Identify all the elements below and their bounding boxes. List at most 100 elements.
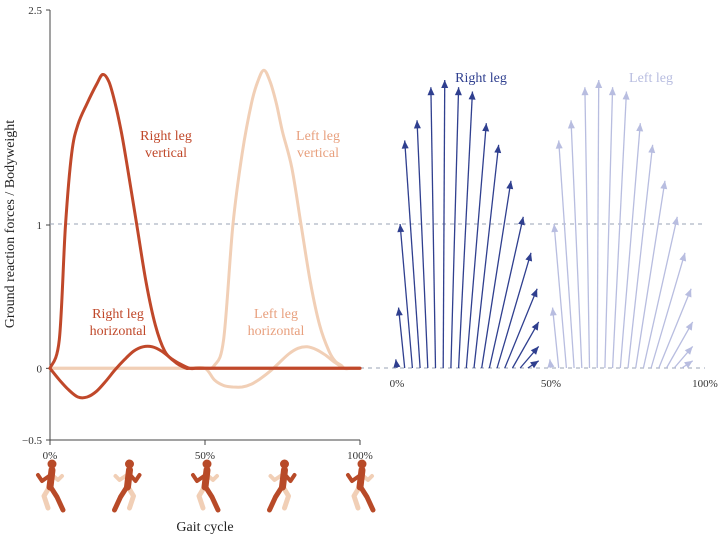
left-leg-force-vector <box>673 345 694 369</box>
left-leg-horizontal-label: Left leg <box>254 307 298 322</box>
right-leg-horizontal-line <box>48 344 362 400</box>
left-leg-horizontal-label: horizontal <box>248 324 305 339</box>
vector-arrowhead <box>468 91 476 100</box>
vector-shaft <box>496 252 532 369</box>
runner-front-leg <box>357 483 376 513</box>
runner-front-leg <box>47 483 66 513</box>
vector-arrowhead <box>518 216 525 226</box>
vector-shaft <box>611 91 628 369</box>
left-leg-force-vector <box>604 87 616 369</box>
left-leg-horizontal-line <box>48 345 362 389</box>
right-leg-force-vector <box>441 79 449 369</box>
vector-arrowhead <box>555 140 563 149</box>
vector-shaft <box>504 288 538 369</box>
vector-arrowhead <box>506 180 514 190</box>
y-axis-label: Ground reaction forces / Bodyweight <box>3 120 18 328</box>
vector-x-ticks: 0% 50% 100% <box>390 378 718 390</box>
left-leg-force-vector <box>581 87 591 369</box>
right-leg-force-vector <box>519 345 540 369</box>
right-leg-force-vector <box>401 140 421 369</box>
left-leg-force-vector <box>665 321 694 369</box>
vector-shaft <box>551 307 560 369</box>
vector-shaft <box>650 252 686 369</box>
y-tick-label: 1 <box>37 220 43 232</box>
vector-shaft <box>465 123 487 369</box>
x-tick-label: 50% <box>195 450 215 462</box>
vector-shaft <box>399 223 414 369</box>
vector-shaft <box>416 120 429 369</box>
right-leg-force-vector <box>488 216 525 369</box>
runner-head <box>202 459 212 469</box>
vector-arrowhead <box>531 321 539 331</box>
vector-shaft <box>627 144 654 369</box>
left-leg-force-vector <box>551 223 568 369</box>
runner-head <box>280 459 289 469</box>
vector-shaft <box>450 87 460 369</box>
vector-legend: Right leg Left leg <box>455 71 673 86</box>
left-leg-vector-label: Left leg <box>629 71 673 86</box>
vector-shaft <box>553 223 568 369</box>
vector-arrowhead <box>684 360 693 369</box>
left-leg-force-vector <box>681 360 694 369</box>
left-leg-force-vector <box>658 288 692 369</box>
right-leg-force-vector <box>450 87 462 369</box>
left-leg-force-vector <box>627 144 656 369</box>
vector-shaft <box>558 140 575 369</box>
vector-shaft <box>511 321 540 369</box>
right-leg-force-vector <box>511 321 540 369</box>
vector-arrowhead <box>551 224 559 233</box>
vector-arrowhead <box>413 120 421 129</box>
left-leg-force-vector <box>547 359 555 369</box>
right-leg-horizontal-label: Right leg <box>92 307 144 322</box>
series-annotations: Right leg vertical Right leg horizontal Left… <box>90 129 340 339</box>
x-ticks: 0% 50% 100% <box>43 440 373 462</box>
left-leg-force-vector <box>650 252 687 369</box>
vector-arrowhead <box>581 87 589 96</box>
vector-arrowhead <box>454 87 462 96</box>
vector-arrowhead <box>530 288 538 298</box>
runner-icon <box>36 459 66 513</box>
vector-arrowhead <box>684 288 692 298</box>
left-leg-force-vector <box>635 180 668 369</box>
vector-shaft <box>570 120 583 369</box>
runner-front-leg <box>267 483 285 513</box>
right-leg-force-vector <box>395 307 406 369</box>
right-leg-force-vector <box>465 123 490 369</box>
right-leg-force-vector <box>427 87 437 369</box>
vector-shaft <box>488 216 524 369</box>
runner-front-leg <box>202 483 221 513</box>
y-tick-label: 2.5 <box>28 5 42 17</box>
right-leg-force-vector <box>413 120 429 369</box>
runner-icon <box>112 459 142 513</box>
vector-arrowhead <box>685 321 693 331</box>
left-leg-force-vector <box>611 91 630 369</box>
vector-shaft <box>430 87 437 369</box>
right-leg-force-vector <box>397 223 414 369</box>
vector-shaft <box>619 123 641 369</box>
vector-arrowhead <box>397 224 405 233</box>
right-leg-force-vector <box>527 360 540 369</box>
runner-head <box>125 459 134 469</box>
vector-arrowhead <box>482 123 490 132</box>
vector-arrowhead <box>395 307 403 316</box>
y-tick-label: 0 <box>37 363 43 375</box>
vector-arrowhead <box>636 123 644 132</box>
left-leg-vertical-label: vertical <box>297 146 339 161</box>
runner-front-arm <box>282 472 297 483</box>
vector-shaft <box>473 144 500 369</box>
right-leg-force-vector <box>504 288 538 369</box>
vector-arrowhead <box>672 216 679 226</box>
vector-arrowhead <box>530 346 539 355</box>
vector-shaft <box>604 87 614 369</box>
vector-x-tick-label: 0% <box>390 378 405 390</box>
vector-arrowhead <box>530 360 539 369</box>
left-leg-force-vector <box>619 123 644 369</box>
vector-x-tick-label: 50% <box>541 378 561 390</box>
vector-shaft <box>481 180 512 369</box>
force-vector-chart: 0% 50% 100% Right leg Left leg <box>390 71 718 390</box>
runner-icon <box>346 459 376 513</box>
vector-arrowhead <box>494 144 502 154</box>
vector-arrowhead <box>427 87 435 96</box>
right-leg-force-vector <box>496 252 533 369</box>
